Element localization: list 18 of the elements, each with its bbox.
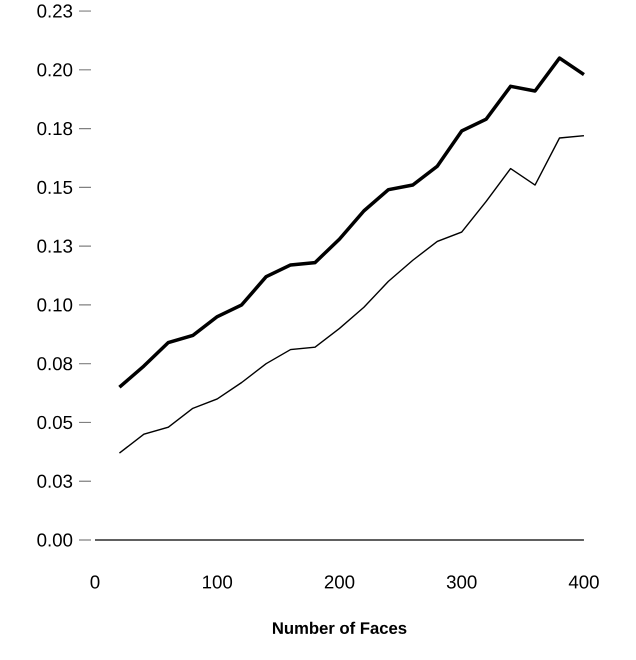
y-tick-label: 0.13 <box>37 240 72 253</box>
y-tick-label: 0.20 <box>37 63 72 76</box>
y-tick-label: 0.23 <box>37 4 72 18</box>
y-tick-label: 0.08 <box>37 357 72 370</box>
y-tick-label: 0.03 <box>37 474 72 488</box>
y-tick-label: 0.00 <box>37 533 72 547</box>
x-tick-label: 0 <box>90 575 100 589</box>
x-tick-label: 100 <box>203 575 232 589</box>
x-axis-title: Number of Faces <box>273 622 406 634</box>
y-tick-label: 0.05 <box>37 416 72 430</box>
x-tick-label: 400 <box>568 575 599 589</box>
line-series <box>118 134 585 454</box>
x-tick-label: 200 <box>324 575 354 589</box>
x-tick-label: 300 <box>446 575 477 589</box>
line-series <box>118 56 586 389</box>
y-tick-label: 0.15 <box>37 180 72 194</box>
y-tick-label: 0.18 <box>37 122 72 136</box>
y-tick-label: 0.10 <box>37 298 72 312</box>
